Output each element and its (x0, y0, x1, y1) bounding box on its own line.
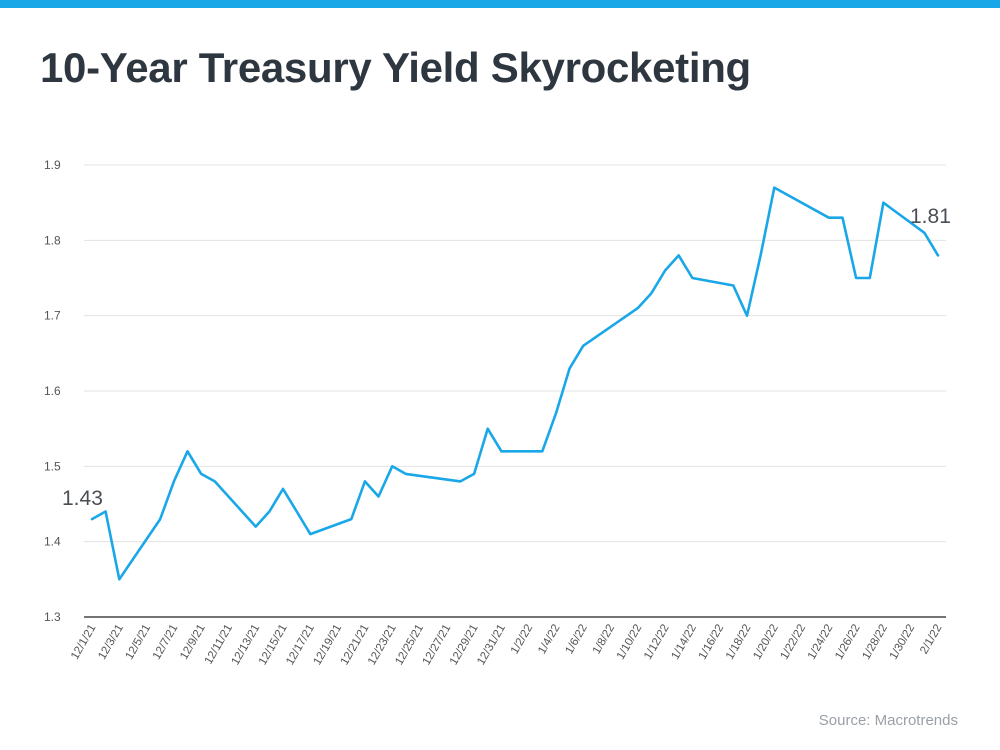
x-tick-label: 1/8/22 (591, 623, 617, 657)
x-tick-label: 1/12/22 (642, 623, 672, 662)
y-tick-label: 1.9 (44, 158, 61, 172)
end-value-label: 1.81 (910, 205, 951, 228)
x-tick-label: 1/2/22 (509, 623, 535, 657)
y-tick-label: 1.6 (44, 384, 61, 398)
y-tick-label: 1.3 (44, 610, 61, 624)
top-accent-bar (0, 0, 1000, 8)
grid-lines (84, 164, 946, 618)
x-tick-label: 12/5/21 (124, 623, 154, 662)
y-tick-label: 1.5 (44, 459, 61, 473)
x-tick-label: 1/10/22 (615, 623, 645, 662)
x-tick-label: 1/22/22 (779, 623, 809, 662)
x-tick-label: 1/26/22 (833, 623, 863, 662)
x-tick-label: 1/30/22 (888, 623, 918, 662)
source-note: Source: Macrotrends (818, 712, 958, 729)
x-tick-label: 1/4/22 (536, 623, 562, 657)
x-tick-label: 1/24/22 (806, 623, 836, 662)
x-tick-label: 12/1/21 (69, 623, 99, 662)
y-tick-label: 1.4 (44, 535, 61, 549)
y-axis-labels: 1.3 1.4 1.5 1.6 1.7 1.8 1.9 (44, 158, 61, 624)
start-value-label: 1.43 (62, 487, 103, 510)
y-tick-label: 1.7 (44, 309, 61, 323)
x-tick-label: 1/6/22 (563, 623, 589, 657)
x-tick-label: 1/18/22 (724, 623, 754, 662)
chart-title: 10-Year Treasury Yield Skyrocketing (40, 44, 751, 91)
x-tick-label: 1/28/22 (860, 623, 890, 662)
x-tick-label: 12/3/21 (96, 623, 126, 662)
annotations: 1.43 1.81 (62, 205, 951, 510)
x-tick-label: 2/1/22 (918, 623, 944, 657)
x-tick-label: 1/16/22 (697, 623, 727, 662)
x-tick-label: 12/9/21 (178, 623, 208, 662)
x-axis-labels: 12/1/2112/3/2112/5/2112/7/2112/9/2112/11… (69, 623, 945, 668)
series-group (90, 186, 940, 581)
y-tick-label: 1.8 (44, 233, 61, 247)
x-tick-label: 1/14/22 (669, 623, 699, 662)
series-line (90, 186, 940, 581)
x-tick-label: 1/20/22 (751, 623, 781, 662)
x-tick-label: 12/7/21 (151, 623, 181, 662)
